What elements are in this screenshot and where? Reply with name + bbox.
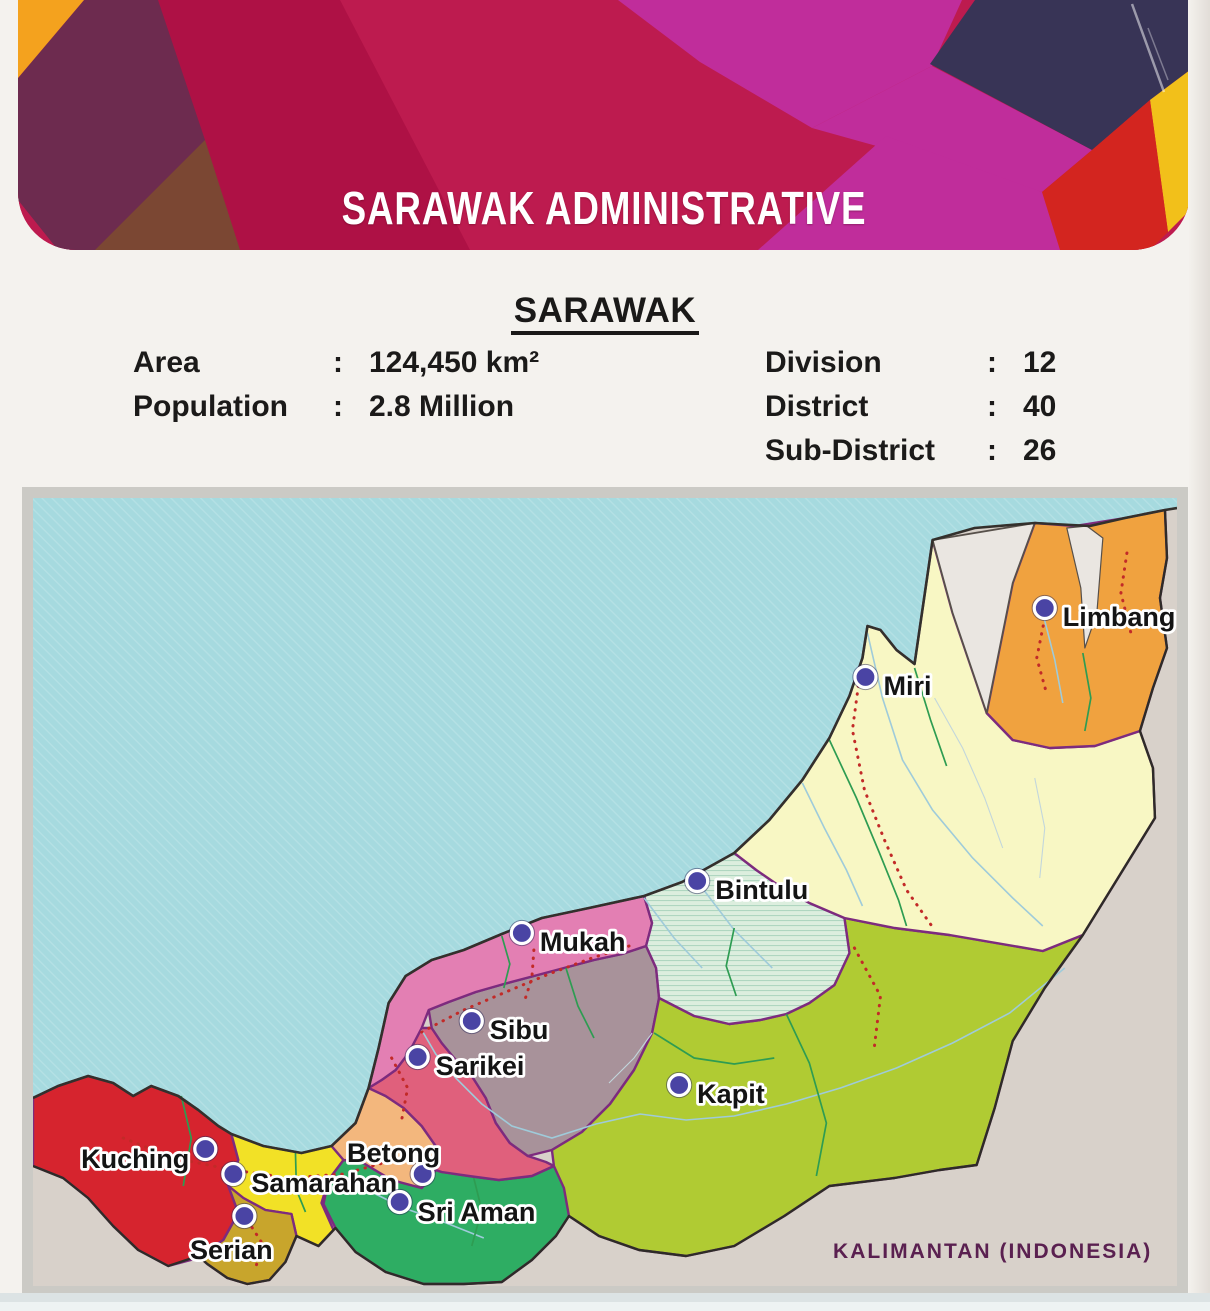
minor-boundary-line <box>1034 777 1046 879</box>
city-label-sri_aman: Sri Aman <box>418 1197 536 1227</box>
road-dotted-line <box>390 1056 410 1122</box>
city-label-sibu: Sibu <box>490 1015 549 1045</box>
city-dot-sibu <box>459 1008 484 1034</box>
kalimantan-indonesia-label: KALIMANTAN (INDONESIA) <box>833 1240 1152 1263</box>
stat-colon: : <box>987 346 997 379</box>
river-line <box>1041 612 1064 704</box>
city-dot-kuching <box>193 1136 218 1162</box>
river-line <box>643 897 703 969</box>
road-dotted-line <box>420 944 631 1034</box>
stat-value: 124,450 km² <box>369 346 540 379</box>
district-border-line <box>653 1032 775 1065</box>
city-marker-kuching: Kuching <box>78 1135 219 1177</box>
city-label-samarahan: Samarahan <box>251 1168 397 1198</box>
city-label-serian: Serian <box>190 1235 273 1265</box>
stats-left-column: Area:124,450 km² Population:2.8 Million <box>133 341 539 429</box>
city-label-kuching: Kuching <box>81 1144 189 1174</box>
river-line <box>801 782 864 907</box>
city-marker-miri: Miri <box>852 663 934 704</box>
map-panel: Limbang Miri Bintulu Mukah Sibu Sarikei Kapit K… <box>22 487 1188 1297</box>
city-dot-mukah <box>509 920 534 946</box>
road-dotted-line <box>1035 616 1049 696</box>
international-border <box>33 509 1169 1286</box>
city-dot-betong <box>410 1161 435 1187</box>
stat-row-sub-district: Sub-District:26 <box>765 429 1056 473</box>
sarawak-administrative-map: Limbang Miri Bintulu Mukah Sibu Sarikei Kapit K… <box>33 498 1177 1286</box>
river-line <box>363 1187 485 1239</box>
stat-colon: : <box>333 390 343 423</box>
city-marker-samarahan: Samarahan <box>220 1160 400 1201</box>
city-label-sarikei: Sarikei <box>436 1051 525 1081</box>
stat-label: Area <box>133 346 200 379</box>
city-label-limbang: Limbang <box>1063 602 1176 632</box>
stat-value: 40 <box>1023 390 1057 423</box>
page-fold-crease <box>1130 3 1166 93</box>
stat-label: Population <box>133 390 288 423</box>
stat-row-population: Population:2.8 Million <box>133 385 539 429</box>
stat-row-district: District:40 <box>765 385 1056 429</box>
city-dot-sri_aman <box>387 1189 412 1215</box>
district-border-line <box>1081 652 1092 732</box>
city-label-betong: Betong <box>347 1138 440 1168</box>
page-scan-edge <box>1188 0 1210 1311</box>
stat-value: 12 <box>1023 346 1057 379</box>
city-dot-miri <box>853 664 878 690</box>
city-dot-kapit <box>667 1072 692 1098</box>
district-border-line <box>294 1152 307 1213</box>
city-label-miri: Miri <box>883 671 931 701</box>
road-dotted-line <box>241 1212 263 1272</box>
district-border-line <box>913 667 948 767</box>
city-dot-serian <box>232 1203 257 1229</box>
city-marker-sarikei: Sarikei <box>404 1043 527 1084</box>
city-dot-samarahan <box>221 1161 246 1187</box>
district-border-line <box>725 927 738 997</box>
city-label-mukah: Mukah <box>540 927 626 957</box>
district-border-line <box>565 967 595 1039</box>
stat-label: District <box>765 390 869 423</box>
brunei-area <box>931 522 1036 714</box>
city-dot-limbang <box>1032 595 1057 621</box>
stat-value: 26 <box>1023 434 1057 467</box>
district-border-line <box>828 739 908 927</box>
road-dotted-line <box>1119 551 1133 635</box>
page-bottom-strip <box>0 1293 1210 1302</box>
city-dot-sarikei <box>405 1044 430 1070</box>
city-label-kapit: Kapit <box>697 1079 765 1109</box>
district-border-line <box>785 1013 828 1177</box>
river-line <box>420 967 1066 1139</box>
stat-colon: : <box>987 434 997 467</box>
minor-boundary-line <box>608 1032 653 1084</box>
header-banner: SARAWAK ADMINISTRATIVE <box>18 0 1190 250</box>
state-heading: SARAWAK <box>0 291 1210 335</box>
stat-colon: : <box>333 346 343 379</box>
city-marker-bintulu: Bintulu <box>684 867 811 908</box>
district-border-line <box>470 1177 483 1247</box>
city-marker-sri_aman: Sri Aman <box>386 1188 538 1230</box>
road-dotted-line <box>522 948 536 1005</box>
stats-right-column: Division:12 District:40 Sub-District:26 <box>765 341 1056 473</box>
city-marker-sibu: Sibu <box>458 1007 551 1048</box>
stat-value: 2.8 Million <box>369 390 515 423</box>
stat-label: Division <box>765 346 882 379</box>
city-marker-betong: Betong <box>344 1135 443 1188</box>
city-marker-kapit: Kapit <box>666 1071 768 1112</box>
road-dotted-line <box>852 946 883 1048</box>
stat-label: Sub-District <box>765 434 936 467</box>
district-border-line <box>501 935 511 989</box>
city-dot-bintulu <box>685 868 710 894</box>
stat-row-division: Division:12 <box>765 341 1056 385</box>
stat-colon: : <box>987 390 997 423</box>
city-marker-serian: Serian <box>187 1202 275 1268</box>
minor-boundary-line <box>934 697 1004 849</box>
city-marker-mukah: Mukah <box>508 919 628 960</box>
district-border-line <box>180 1095 193 1187</box>
city-label-bintulu: Bintulu <box>715 875 808 905</box>
city-marker-limbang: Limbang <box>1031 594 1177 635</box>
banner-geometric-art <box>18 0 1190 250</box>
page-bottom-strip <box>0 1302 1210 1311</box>
river-line <box>866 632 1044 927</box>
stat-row-area: Area:124,450 km² <box>133 341 539 385</box>
page-title: SARAWAK ADMINISTRATIVE <box>341 182 867 234</box>
